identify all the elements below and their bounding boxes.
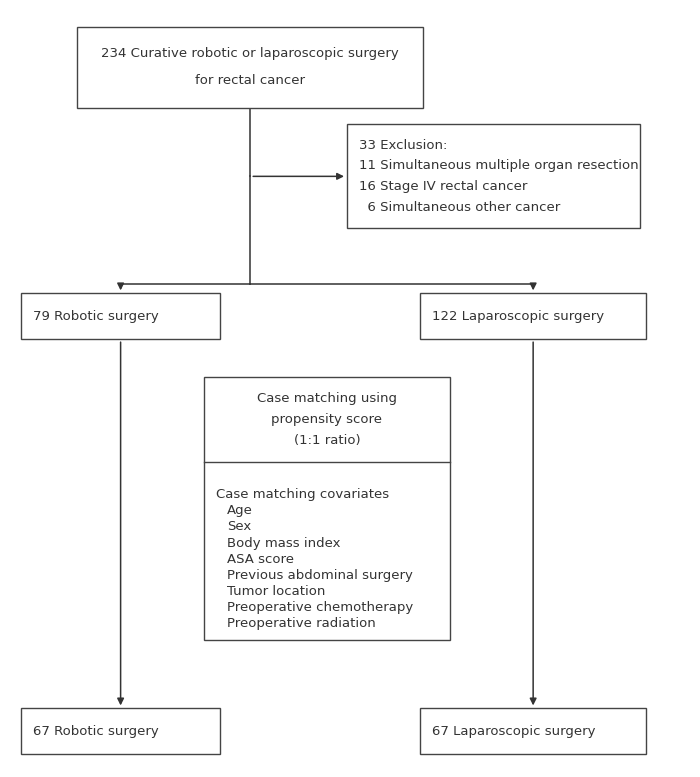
Text: propensity score: propensity score — [272, 413, 382, 426]
Text: 6 Simultaneous other cancer: 6 Simultaneous other cancer — [359, 201, 560, 214]
Bar — [21, 293, 221, 340]
Text: Case matching using: Case matching using — [257, 392, 397, 405]
Text: ASA score: ASA score — [227, 552, 294, 566]
Text: Body mass index: Body mass index — [227, 536, 341, 549]
Text: for rectal cancer: for rectal cancer — [195, 74, 305, 87]
Bar — [420, 293, 646, 340]
Bar — [78, 27, 424, 107]
Text: 67 Laparoscopic surgery: 67 Laparoscopic surgery — [432, 725, 596, 738]
Text: 11 Simultaneous multiple organ resection: 11 Simultaneous multiple organ resection — [359, 159, 638, 172]
Bar — [346, 124, 640, 228]
Text: 79 Robotic surgery: 79 Robotic surgery — [33, 310, 158, 322]
Text: Preoperative radiation: Preoperative radiation — [227, 617, 376, 630]
Text: (1:1 ratio): (1:1 ratio) — [293, 434, 360, 447]
Text: Tumor location: Tumor location — [227, 585, 326, 598]
Bar — [204, 377, 450, 639]
Text: Previous abdominal surgery: Previous abdominal surgery — [227, 569, 413, 582]
Text: Case matching covariates: Case matching covariates — [216, 488, 389, 501]
Text: Age: Age — [227, 504, 253, 517]
Text: 122 Laparoscopic surgery: 122 Laparoscopic surgery — [432, 310, 604, 322]
Bar — [21, 709, 221, 754]
Text: 234 Curative robotic or laparoscopic surgery: 234 Curative robotic or laparoscopic sur… — [102, 47, 399, 61]
Text: Sex: Sex — [227, 521, 251, 533]
Text: 16 Stage IV rectal cancer: 16 Stage IV rectal cancer — [359, 180, 527, 193]
Text: 33 Exclusion:: 33 Exclusion: — [359, 139, 447, 152]
Text: 67 Robotic surgery: 67 Robotic surgery — [33, 725, 158, 738]
Text: Preoperative chemotherapy: Preoperative chemotherapy — [227, 601, 413, 614]
Bar — [420, 709, 646, 754]
